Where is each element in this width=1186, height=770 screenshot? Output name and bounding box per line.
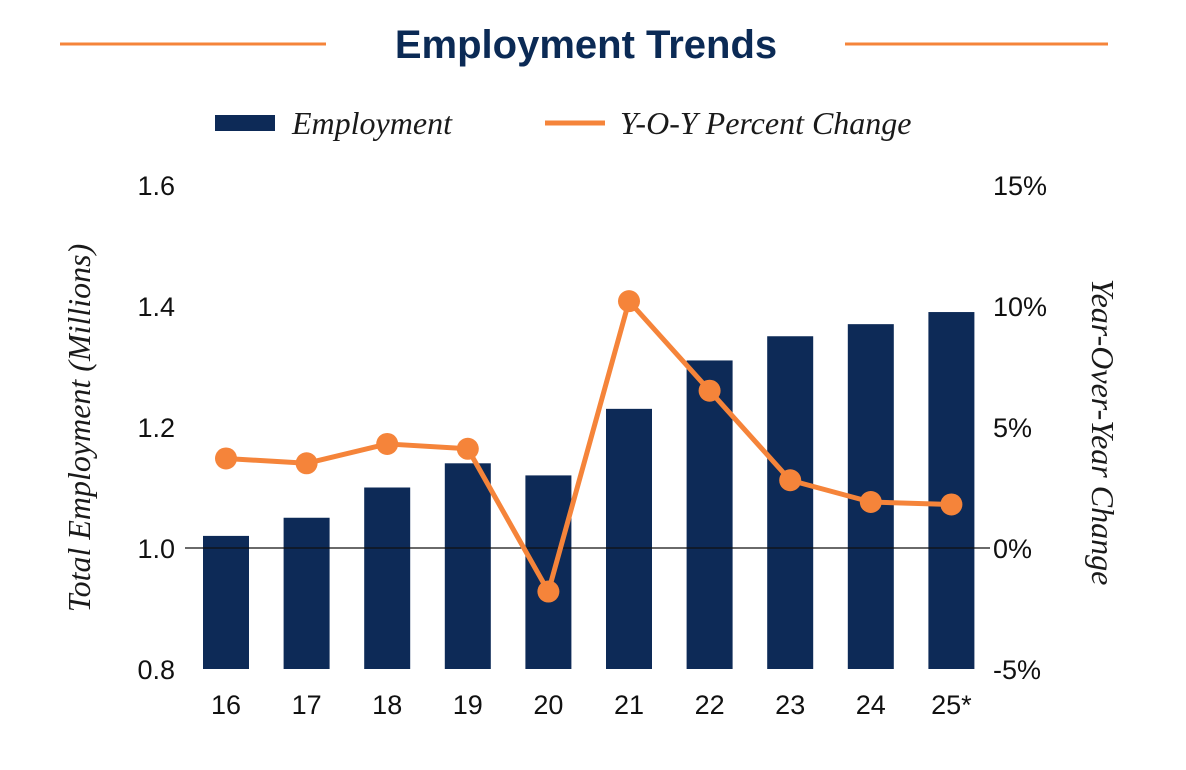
yoy-point: [618, 290, 640, 313]
yoy-point: [537, 580, 560, 603]
left-tick-label: 1.6: [137, 171, 175, 201]
x-tick-label: 19: [453, 690, 483, 720]
right-tick-label: 10%: [993, 292, 1047, 322]
right-tick-label: 15%: [993, 171, 1047, 201]
left-tick-label: 1.2: [137, 413, 175, 443]
x-axis-ticks: 16 17 18 19 20 21 22 23 24 25*: [211, 690, 972, 720]
yoy-point: [940, 493, 963, 516]
yoy-point: [779, 469, 802, 492]
employment-bar: [364, 487, 411, 669]
x-tick-label: 18: [372, 690, 402, 720]
x-tick-label: 24: [856, 690, 886, 720]
employment-bar: [203, 535, 249, 669]
yoy-point: [295, 452, 318, 475]
yoy-point: [376, 432, 399, 455]
employment-bar: [928, 312, 975, 669]
x-tick-label: 23: [775, 690, 805, 720]
left-tick-label: 0.8: [137, 655, 175, 685]
employment-bar: [686, 360, 733, 669]
left-axis-title: Total Employment (Millions): [61, 244, 97, 613]
x-tick-label: 22: [695, 690, 725, 720]
yoy-point: [698, 379, 721, 402]
x-tick-label: 25*: [931, 690, 972, 720]
yoy-point: [456, 437, 479, 460]
right-tick-label: 0%: [993, 534, 1032, 564]
employment-bar: [444, 463, 491, 669]
legend-line-label: Y-O-Y Percent Change: [620, 105, 912, 141]
left-tick-label: 1.4: [137, 292, 175, 322]
employment-bar: [606, 408, 652, 669]
bars-group: [203, 312, 975, 669]
x-tick-label: 17: [292, 690, 322, 720]
legend-bar-swatch: [215, 115, 275, 131]
yoy-points-group: [215, 290, 963, 603]
employment-bar: [525, 475, 572, 669]
right-tick-label: -5%: [993, 655, 1041, 685]
x-tick-label: 21: [614, 690, 644, 720]
legend-bar-label: Employment: [291, 105, 453, 141]
employment-bar: [767, 336, 814, 669]
right-tick-label: 5%: [993, 413, 1032, 443]
x-tick-label: 20: [533, 690, 563, 720]
left-axis-ticks: 0.8 1.0 1.2 1.4 1.6: [137, 171, 175, 685]
x-tick-label: 16: [211, 690, 241, 720]
employment-bar: [283, 517, 330, 669]
chart-title: Employment Trends: [395, 23, 777, 67]
yoy-point: [859, 491, 882, 514]
right-axis-title: Year-Over-Year Change: [1085, 279, 1121, 586]
right-axis-ticks: -5% 0% 5% 10% 15%: [993, 171, 1047, 685]
yoy-line: [225, 298, 952, 595]
left-tick-label: 1.0: [137, 534, 175, 564]
yoy-point: [215, 447, 237, 470]
